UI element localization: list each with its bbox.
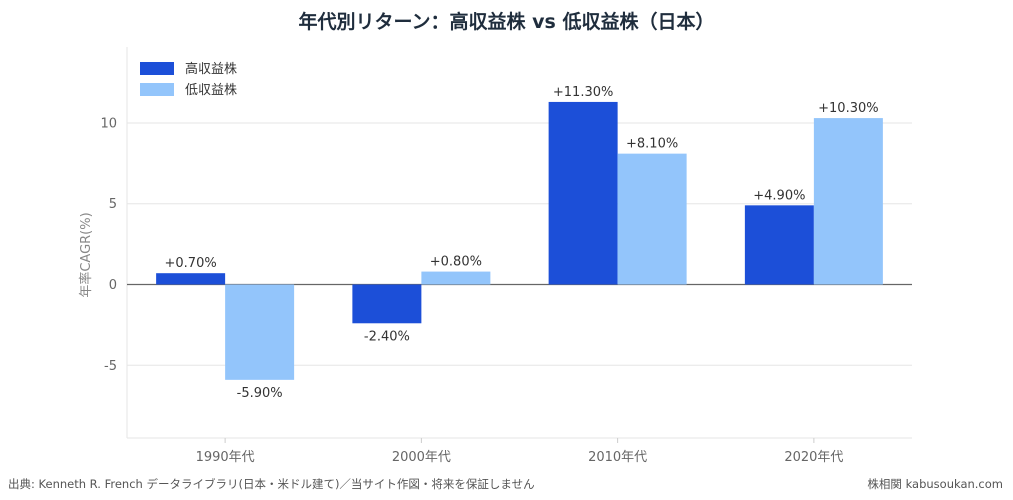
legend-label: 低収益株 <box>185 83 237 98</box>
bar <box>156 273 226 285</box>
data-label: -2.40% <box>364 329 410 344</box>
x-tick-label: 2000年代 <box>392 450 451 465</box>
data-label: +0.80% <box>430 255 482 270</box>
legend-label: 高収益株 <box>185 61 237 77</box>
y-tick-label: 10 <box>100 116 117 131</box>
site-credit: 株相関 kabusoukan.com <box>867 477 1003 491</box>
data-label: +4.90% <box>753 188 805 203</box>
bar <box>225 284 295 380</box>
data-label: -5.90% <box>237 386 283 401</box>
data-label: +8.10% <box>626 137 678 152</box>
bars <box>156 101 883 380</box>
data-label: +0.70% <box>165 256 217 271</box>
bar <box>421 271 491 285</box>
legend-swatch <box>140 83 174 96</box>
bar <box>352 284 422 324</box>
y-tick-label: 0 <box>109 278 117 293</box>
legend-swatch <box>140 62 174 75</box>
source-note: 出典: Kenneth R. French データライブラリ(日本・米ドル建て)… <box>8 477 535 491</box>
y-tick-label: 5 <box>109 197 117 212</box>
x-tick-label: 1990年代 <box>196 450 255 465</box>
bar <box>813 118 883 285</box>
bar <box>744 205 814 285</box>
data-label: +11.30% <box>553 85 613 100</box>
y-tick-label: -5 <box>104 359 117 374</box>
chart-title: 年代別リターン：高収益株 vs 低収益株（日本） <box>298 11 715 33</box>
data-labels: +0.70% -5.90% -2.40% +0.80% +11.30% +8.10% +4.… <box>165 85 879 401</box>
bar <box>548 101 618 285</box>
x-tick-label: 2010年代 <box>588 450 647 465</box>
y-axis-label: 年率CAGR(%) <box>78 212 94 297</box>
bar <box>617 153 687 285</box>
x-tick-label: 2020年代 <box>784 450 843 465</box>
data-label: +10.30% <box>818 101 878 116</box>
